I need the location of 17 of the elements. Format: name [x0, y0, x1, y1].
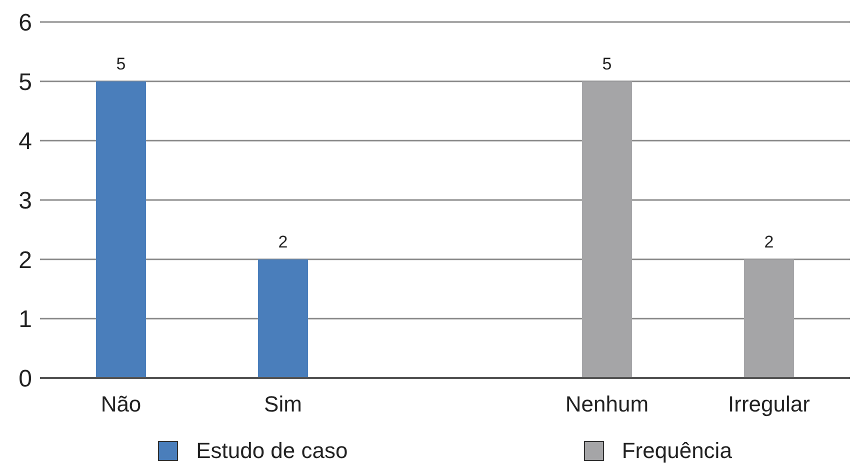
x-tick-label: Sim [264, 392, 302, 417]
y-tick-label: 4 [18, 128, 32, 156]
legend-label: Estudo de caso [196, 438, 348, 464]
data-label: 2 [764, 232, 774, 252]
x-tick-label: Irregular [728, 392, 810, 417]
y-tick-label: 2 [18, 246, 32, 274]
data-label: 5 [602, 54, 612, 74]
y-tick-label: 3 [18, 188, 32, 215]
y-tick-label: 6 [18, 10, 32, 37]
y-tick-label: 0 [18, 366, 32, 393]
x-tick-label: Nenhum [565, 392, 649, 417]
data-label: 5 [116, 54, 126, 74]
data-label: 2 [278, 232, 288, 252]
legend-label: Frequência [622, 438, 732, 464]
x-tick-label: Não [100, 392, 142, 417]
y-tick-label: 1 [18, 306, 32, 334]
y-tick-label: 5 [18, 68, 32, 96]
